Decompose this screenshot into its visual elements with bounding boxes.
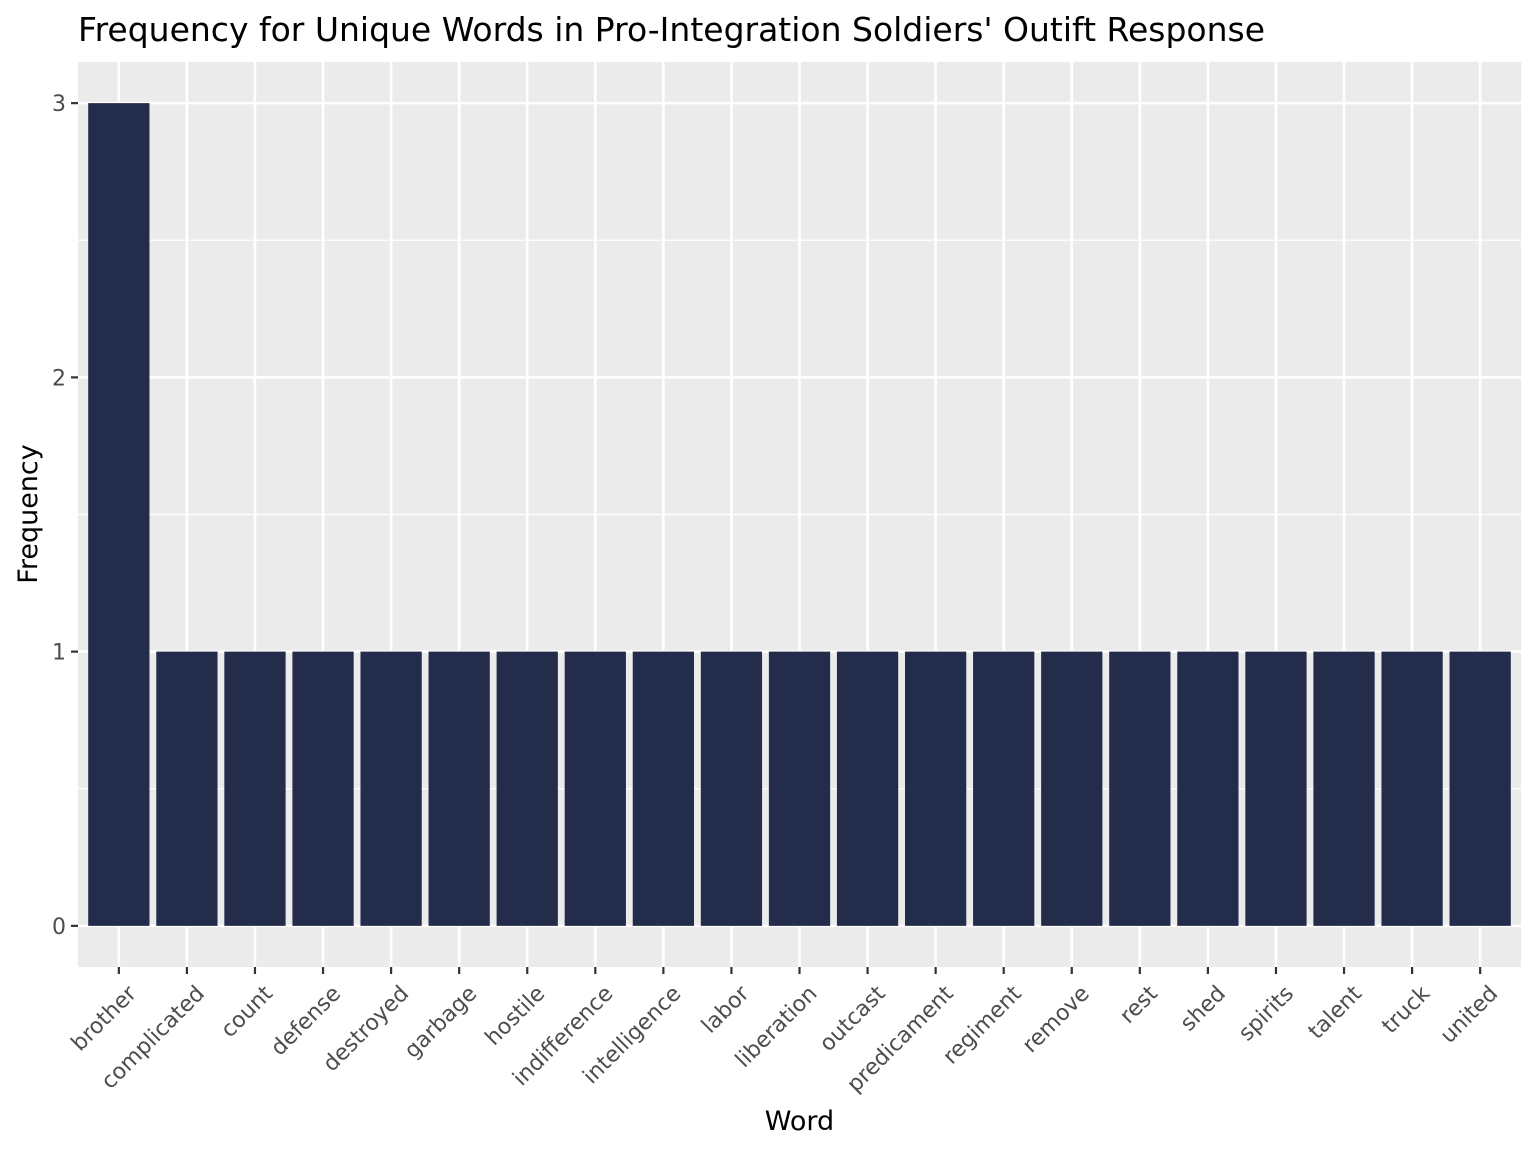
y-tick-label: 1	[52, 641, 66, 666]
bar-united	[1449, 651, 1511, 926]
bar-shed	[1177, 651, 1239, 926]
bar-predicament	[905, 651, 967, 926]
chart-title: Frequency for Unique Words in Pro-Integr…	[78, 10, 1265, 49]
x-tick-label-talent: talent	[1304, 981, 1367, 1044]
x-tick-label-united: united	[1436, 981, 1503, 1048]
y-axis-title: Frequency	[13, 444, 44, 584]
bar-labor	[700, 651, 763, 926]
x-tick-label-remove: remove	[1018, 981, 1095, 1058]
bar-regiment	[973, 651, 1035, 926]
bar-talent	[1313, 651, 1375, 926]
bar-intelligence	[632, 651, 694, 926]
x-tick-label-rest: rest	[1115, 981, 1163, 1029]
bar-garbage	[428, 651, 490, 926]
bar-spirits	[1245, 651, 1307, 926]
x-tick-label-hostile: hostile	[481, 981, 550, 1050]
y-tick-label: 0	[52, 915, 66, 940]
y-tick-label: 3	[52, 92, 66, 117]
bar-complicated	[156, 651, 218, 926]
bar-destroyed	[360, 651, 422, 926]
x-tick-label-spirits: spirits	[1234, 981, 1299, 1046]
bar-count	[224, 651, 286, 926]
bar-indifference	[564, 651, 626, 926]
bar-defense	[292, 651, 354, 926]
bar-rest	[1109, 651, 1171, 926]
bar-brother	[88, 103, 150, 926]
bar-outcast	[836, 651, 899, 926]
x-tick-label-count: count	[216, 981, 278, 1043]
bar-hostile	[496, 651, 558, 926]
bars	[88, 103, 1511, 926]
y-tick-label: 2	[52, 366, 66, 391]
x-tick-label-shed: shed	[1176, 981, 1231, 1036]
bar-liberation	[768, 651, 831, 926]
x-tick-label-truck: truck	[1377, 981, 1435, 1039]
x-axis-title: Word	[765, 1106, 834, 1137]
bar-truck	[1381, 651, 1443, 926]
x-tick-label-labor: labor	[697, 981, 755, 1039]
y-axis: 0 1 2 3	[52, 92, 78, 940]
bar-remove	[1041, 651, 1103, 926]
x-tick-label-garbage: garbage	[400, 981, 482, 1063]
